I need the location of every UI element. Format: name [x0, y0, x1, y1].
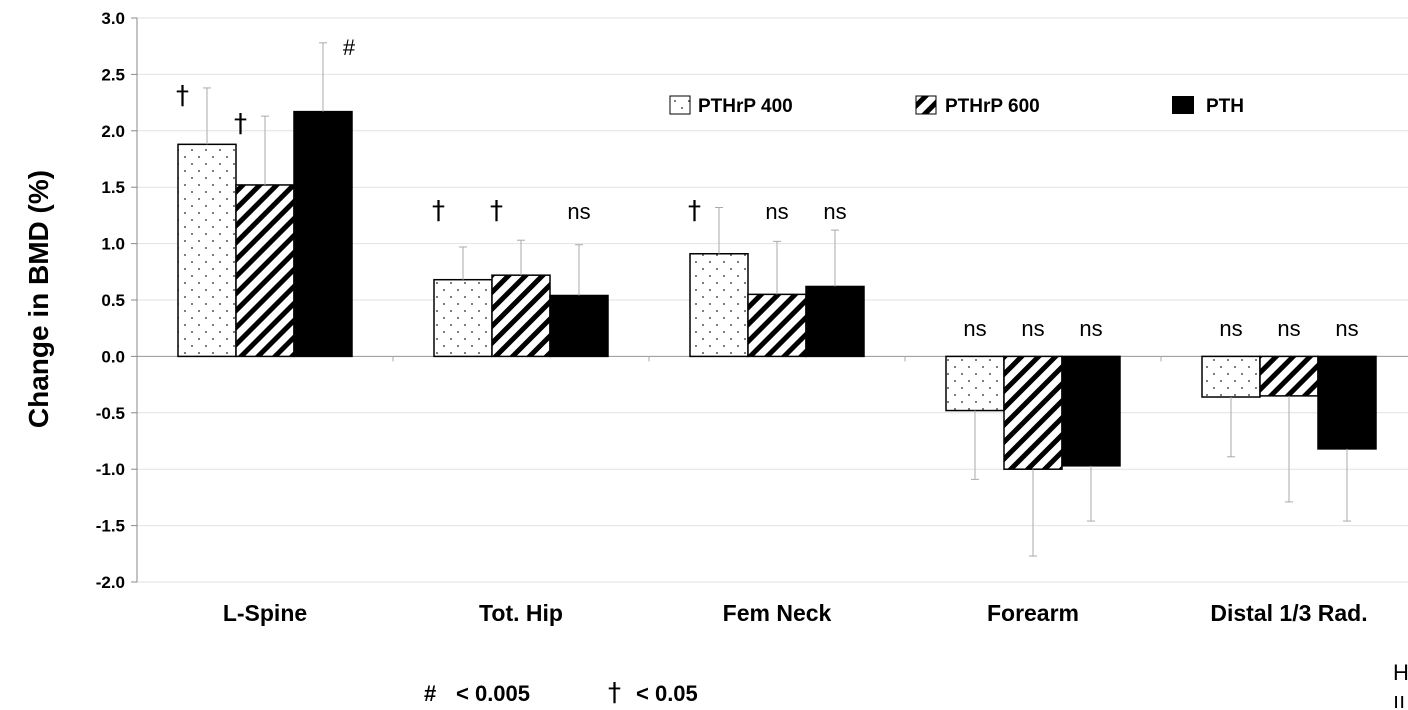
significance-annotation: ns: [1219, 316, 1242, 341]
legend-label-pth: PTH: [1206, 96, 1244, 117]
footnote-hash-symbol: #: [424, 681, 436, 706]
significance-annotation: #: [343, 35, 356, 60]
category-label: Distal 1/3 Rad.: [1210, 600, 1367, 626]
y-axis-ticks: 3.0 2.5 2.0 1.5 1.0 0.5 0.0 -0.5 -1.0 -1.5 -2.0: [96, 9, 137, 592]
significance-annotations: † † # † † ns † ns ns ns ns ns ns ns ns: [176, 35, 1359, 341]
legend-item-pthrp-600: PTHrP 600: [915, 95, 1040, 117]
legend-swatch-solid: [1172, 96, 1194, 114]
edge-text-fragment-1: H: [1393, 660, 1408, 685]
legend: PTHrP 400 PTHrP 600 PTH: [669, 95, 1244, 117]
significance-annotation: ns: [1079, 316, 1102, 341]
bar: [1201, 355, 1261, 398]
footnote-dagger-symbol: †: [608, 678, 621, 708]
bar: [689, 253, 749, 358]
bar: [293, 110, 353, 358]
category-labels: L-Spine Tot. Hip Fem Neck Forearm Distal 1/3…: [223, 600, 1368, 626]
y-tick-label: 1.0: [101, 235, 125, 254]
bar: [1003, 355, 1063, 470]
category-label: Forearm: [987, 600, 1079, 626]
y-tick-label: -1.5: [96, 517, 125, 536]
legend-swatch-dots: [669, 95, 691, 115]
bar: [433, 278, 493, 358]
significance-annotation: ns: [823, 199, 846, 224]
edge-text-fragment-2: ıı: [1393, 688, 1405, 710]
y-tick-label: -0.5: [96, 404, 125, 423]
bar: [1317, 355, 1377, 450]
bar: [945, 355, 1005, 412]
category-label: L-Spine: [223, 600, 307, 626]
y-tick-label: 0.5: [101, 291, 125, 310]
significance-annotation: †: [432, 196, 445, 226]
significance-annotation: ns: [1335, 316, 1358, 341]
y-tick-label: -1.0: [96, 460, 125, 479]
significance-annotation: ns: [963, 316, 986, 341]
y-tick-label: 3.0: [101, 9, 125, 28]
footnote-hash-text: < 0.005: [456, 681, 530, 706]
bar: [235, 184, 295, 358]
bar: [805, 285, 865, 358]
significance-annotation: ns: [765, 199, 788, 224]
y-tick-label: 1.5: [101, 178, 125, 197]
bar: [549, 294, 609, 358]
y-tick-label: 0.0: [101, 347, 125, 366]
legend-label-pthrp-400: PTHrP 400: [698, 96, 793, 117]
significance-annotation: ns: [567, 199, 590, 224]
bars: [177, 110, 1377, 470]
significance-annotation: †: [176, 81, 189, 111]
legend-item-pthrp-400: PTHrP 400: [669, 95, 793, 117]
significance-annotation: †: [490, 196, 503, 226]
significance-annotation: ns: [1277, 316, 1300, 341]
legend-item-pth: PTH: [1172, 96, 1244, 117]
significance-annotation: ns: [1021, 316, 1044, 341]
significance-annotation: †: [234, 109, 247, 139]
bar: [747, 293, 807, 358]
bar: [1259, 355, 1319, 397]
y-tick-label: -2.0: [96, 573, 125, 592]
legend-swatch-hatch: [915, 95, 937, 115]
significance-footnote: # < 0.005 † < 0.05: [424, 678, 698, 708]
error-bars: [203, 42, 1351, 557]
bar: [491, 274, 551, 358]
category-label: Tot. Hip: [479, 600, 563, 626]
y-axis-title: Change in BMD (%): [23, 170, 54, 428]
legend-label-pthrp-600: PTHrP 600: [945, 96, 1040, 117]
significance-annotation: †: [688, 196, 701, 226]
y-tick-label: 2.5: [101, 65, 125, 84]
bar: [1061, 355, 1121, 467]
bar: [177, 143, 237, 358]
y-tick-label: 2.0: [101, 122, 125, 141]
footnote-dagger-text: < 0.05: [636, 681, 698, 706]
category-label: Fem Neck: [723, 600, 832, 626]
